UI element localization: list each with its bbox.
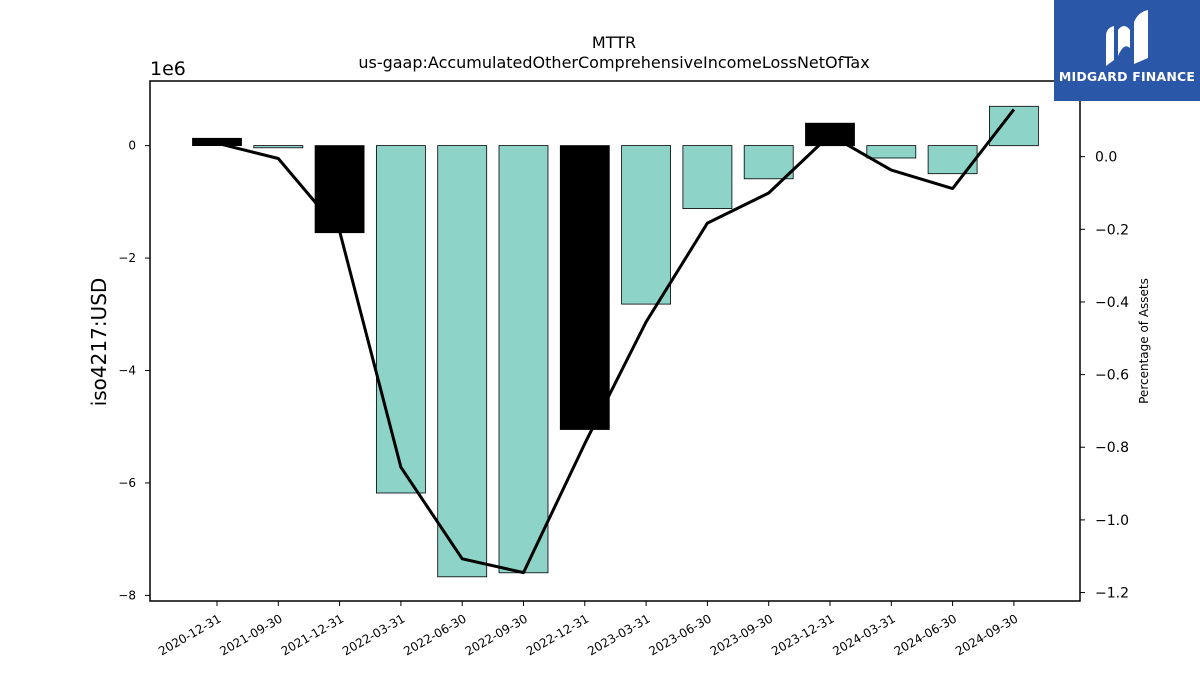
- y2-tick-label: −0.4: [1095, 295, 1129, 311]
- y2-tick-label: −0.8: [1095, 440, 1129, 456]
- y2-tick-label: −1.0: [1095, 513, 1129, 529]
- y-tick-label: −6: [118, 476, 136, 490]
- bar-2022-12-31: [559, 145, 610, 430]
- logo-mark-icon: [1106, 10, 1148, 66]
- bar-2021-09-30: [253, 145, 304, 149]
- x-tick-label: 2024-06-30: [892, 611, 959, 658]
- y-axis-label: iso4217:USD: [87, 278, 111, 407]
- chart-title: MTTR: [592, 33, 636, 52]
- y-tick-label: −8: [118, 588, 136, 602]
- bar-2024-09-30: [989, 105, 1039, 147]
- y2-tick-label: 0.0: [1095, 150, 1117, 166]
- bar-2023-03-31: [621, 145, 671, 305]
- bar-2022-09-30: [498, 145, 549, 574]
- y2-axis-label: Percentage of Assets: [1137, 278, 1151, 404]
- x-tick-label: 2021-12-31: [279, 611, 346, 658]
- x-tick-label: 2024-09-30: [953, 611, 1020, 658]
- x-tick-label: 2023-03-31: [585, 611, 652, 658]
- y2-tick-label: −1.2: [1095, 586, 1129, 602]
- x-tick-label: 2022-03-31: [340, 611, 407, 658]
- x-tick-label: 2021-09-30: [217, 611, 284, 658]
- y-tick-label: 0: [128, 139, 136, 153]
- y-multiplier-label: 1e6: [150, 58, 186, 80]
- midgard-finance-logo: MIDGARD FINANCE: [1054, 0, 1200, 101]
- line-layer: [216, 108, 1016, 575]
- bar-2024-03-31: [866, 145, 917, 159]
- y-tick-label: −2: [118, 251, 136, 265]
- y-tick-label: −4: [118, 364, 136, 378]
- y2-tick-label: −0.6: [1095, 368, 1129, 384]
- y2-tick-label: −0.2: [1095, 222, 1129, 238]
- bar-2023-09-30: [743, 145, 794, 180]
- x-tick-label: 2024-03-31: [830, 611, 897, 658]
- bar-2021-12-31: [314, 145, 365, 234]
- x-tick-label: 2022-06-30: [401, 611, 468, 658]
- percentage-of-assets-line: [216, 108, 1016, 575]
- x-tick-label: 2023-12-31: [769, 611, 836, 658]
- x-tick-label: 2023-09-30: [708, 611, 775, 658]
- x-tick-label: 2022-12-31: [524, 611, 591, 658]
- x-tick-label: 2020-12-31: [156, 611, 223, 658]
- bar-2022-06-30: [437, 145, 488, 578]
- chart-subtitle: us-gaap:AccumulatedOtherComprehensiveInc…: [358, 53, 869, 72]
- plot-frame: [149, 80, 1081, 602]
- logo-text: MIDGARD FINANCE: [1058, 69, 1196, 84]
- x-tick-label: 2023-06-30: [646, 611, 713, 658]
- bar-2024-06-30: [927, 145, 978, 175]
- x-tick-label: 2022-09-30: [463, 611, 530, 658]
- bar-2022-03-31: [375, 145, 426, 494]
- bar-2020-12-31: [192, 137, 242, 147]
- bars-layer: [192, 105, 1039, 578]
- bar-2023-06-30: [682, 145, 733, 210]
